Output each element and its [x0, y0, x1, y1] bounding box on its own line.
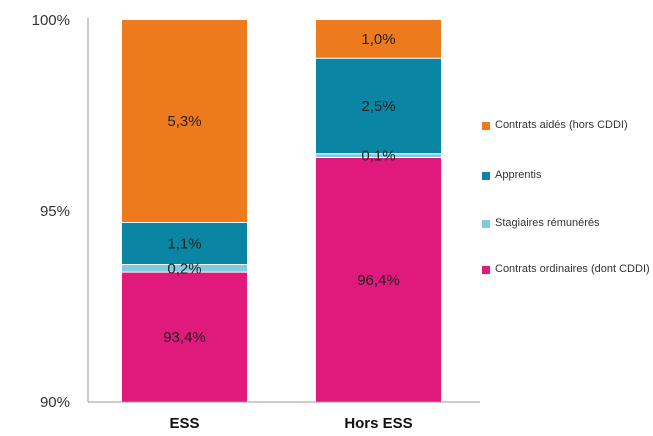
category-label: ESS — [169, 415, 199, 432]
data-label: 93,4% — [163, 329, 206, 346]
data-labels-group: 93,4% 0,2% 1,1% 5,3% 96,4% 0,1% 2,5% 1,0% — [163, 31, 400, 346]
y-tick-label: 90% — [40, 394, 70, 411]
legend-item: Contrats aidés (hors CDDI) — [482, 118, 653, 133]
legend-label: Stagiaires rémunérés — [495, 217, 600, 229]
legend-item: Contrats ordinaires (dont CDDI) — [482, 262, 653, 277]
data-label: 5,3% — [167, 113, 201, 130]
legend-label: Apprentis — [495, 169, 542, 181]
bar-segment-ess-3 — [122, 20, 247, 223]
bar-segment-ess-2 — [122, 222, 247, 265]
data-label: 1,0% — [361, 31, 395, 48]
data-label: 1,1% — [167, 235, 201, 252]
legend-label: Contrats aidés (hors CDDI) — [495, 119, 628, 131]
data-label: 0,1% — [361, 148, 395, 165]
bar-segment-ess-0 — [122, 272, 247, 402]
legend-item: Stagiaires rémunérés — [482, 216, 653, 231]
bars-group — [122, 20, 441, 402]
bar-segment-hors-ess-1 — [316, 153, 441, 158]
bar-segment-hors-ess-0 — [316, 157, 441, 402]
legend-swatch — [482, 172, 490, 180]
bar-segment-hors-ess-3 — [316, 20, 441, 59]
bar-segment-hors-ess-2 — [316, 58, 441, 154]
bar-segment-ess-1 — [122, 264, 247, 273]
legend-swatch — [482, 220, 490, 228]
data-label: 2,5% — [361, 98, 395, 115]
y-tick-labels: 90% 95% 100% — [32, 12, 70, 411]
data-label: 0,2% — [167, 260, 201, 277]
category-labels: ESS Hors ESS — [169, 415, 412, 432]
legend-item: Apprentis — [482, 168, 653, 183]
data-label: 96,4% — [357, 272, 400, 289]
legend-swatch — [482, 266, 490, 274]
category-label: Hors ESS — [344, 415, 412, 432]
legend-swatch — [482, 122, 490, 130]
y-tick-label: 95% — [40, 203, 70, 220]
y-tick-label: 100% — [32, 12, 70, 29]
legend-label: Contrats ordinaires (dont CDDI) — [495, 263, 650, 275]
